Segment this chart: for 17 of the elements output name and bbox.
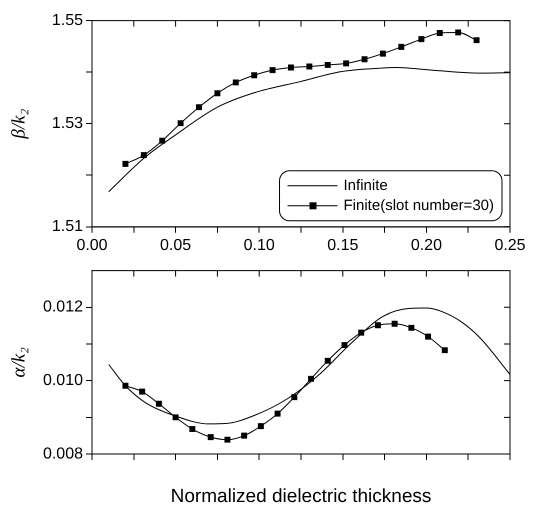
legend-label: Finite(slot number=30) — [344, 196, 494, 214]
x-axis-title: Normalized dielectric thickness — [170, 486, 432, 507]
y-tick-label: 0.012 — [42, 298, 84, 316]
y-tick-label: 1.51 — [52, 218, 84, 236]
y-axis-title: α/k₂ — [8, 346, 30, 378]
y-tick-label: 1.53 — [52, 115, 84, 132]
x-tick-label: 0.20 — [410, 236, 442, 254]
x-tick-label: 0.00 — [76, 236, 108, 254]
y-axis-title: β/k₂ — [8, 108, 30, 140]
y-tick-label: 1.55 — [52, 12, 84, 30]
y-tick-label: 0.008 — [42, 445, 84, 462]
x-tick-label: 0.15 — [327, 236, 358, 254]
legend-label: Infinite — [344, 176, 388, 194]
y-tick-label: 0.010 — [42, 372, 84, 390]
x-tick-label: 0.05 — [160, 236, 192, 254]
x-tick-label: 0.10 — [244, 236, 275, 254]
x-tick-label: 0.25 — [494, 236, 526, 254]
